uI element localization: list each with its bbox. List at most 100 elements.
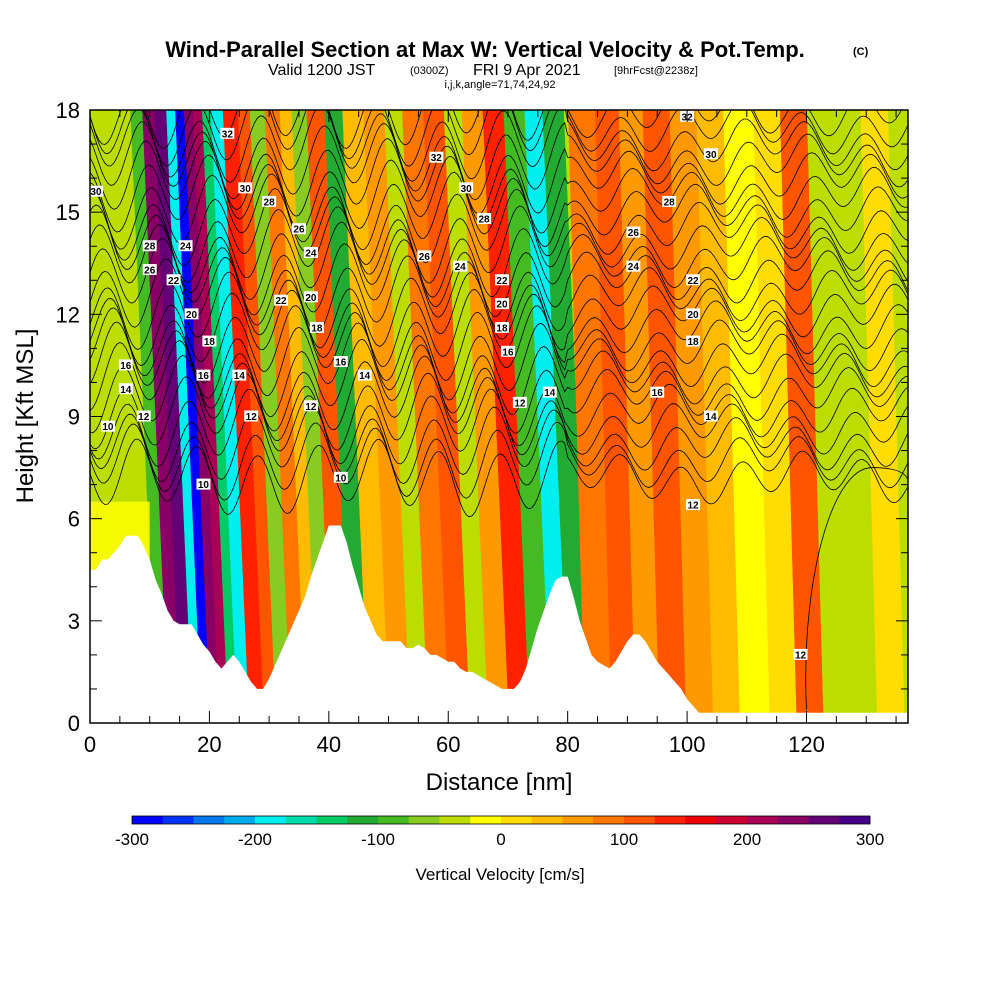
theta-contour-line [90,289,908,368]
velocity-band [642,110,687,723]
colorbar-swatch [347,816,379,824]
theta-contour-line [90,204,908,284]
velocity-band [696,110,741,723]
contour-label-box [118,383,133,395]
velocity-band [324,110,370,723]
contour-label-box [303,247,318,259]
contour-label-box [184,308,199,320]
y-tick-label: 18 [56,98,80,123]
contour-label-box [136,410,151,422]
theta-contour-label: 18 [202,335,217,348]
colorbar-swatch [747,816,779,824]
velocity-band [753,110,798,723]
colorbar-swatch [132,816,164,824]
velocity-band [503,110,552,723]
y-tick-label: 9 [68,405,80,430]
velocity-band [342,110,390,723]
contour-label-text: 22 [276,296,288,307]
theta-contour-label: 22 [166,274,181,287]
x-tick-label: 80 [555,732,579,757]
theta-contour-line [90,187,908,267]
theta-contour-line [90,388,908,468]
colorbar-tick-label: -300 [115,830,149,849]
y-axis-label: Height [Kft MSL] [12,329,39,504]
x-tick-label: 0 [84,732,96,757]
colorbar-swatch [808,816,840,824]
x-axis-label: Distance [nm] [426,769,573,796]
velocity-band [166,110,202,723]
contour-label-text: 22 [168,276,180,287]
contour-label-text: 26 [419,252,431,263]
theta-contour-label: 12 [686,499,701,512]
theta-contour-label: 12 [793,648,808,661]
colorbar-swatch [654,816,686,824]
theta-contour-label: 32 [429,151,444,164]
contour-label-text: 20 [496,300,508,311]
theta-contour-label: 12 [244,410,259,423]
colorbar-swatch [624,816,656,824]
contour-label-box [494,298,509,310]
contour-label-box [142,264,157,276]
colorbar-swatch [839,816,871,824]
plot-area: 30 28 26 24 22 20 18 16 16 14 12 10 32 30 28 26 24 22 20 18… [88,109,909,724]
contour-label-text: 18 [311,323,323,334]
theta-contours [90,110,908,710]
chart-title-unit: (C) [853,46,869,58]
theta-contour-line [90,110,908,167]
contour-label-text: 32 [222,129,234,140]
colorbar: -300 -200 -100 0 100 200 300 [115,815,884,849]
contour-label-box [477,212,492,224]
theta-contour-label: 26 [291,223,306,236]
theta-contour-line [90,171,908,251]
colorbar-tick-label: 200 [733,830,761,849]
contour-label-text: 14 [234,371,246,382]
forecast-label: [9hrFcst@2238z] [614,65,698,77]
contour-label-box [88,185,103,197]
contour-label-text: 32 [431,153,443,164]
contour-label-box [238,182,253,194]
colorbar-swatch [255,816,287,824]
contour-label-box [542,386,557,398]
contour-label-text: 24 [180,242,192,253]
theta-contour-label: 14 [542,386,557,399]
contour-label-box [686,274,701,286]
theta-contour-line [90,154,908,234]
theta-contour-line [90,138,908,217]
theta-contour-label: 22 [494,274,509,287]
contour-label-text: 30 [705,150,717,161]
theta-contour-label: 12 [512,396,527,409]
theta-contour-label: 20 [303,291,318,304]
y-axis: 0 3 6 9 12 15 18 [56,98,908,736]
contour-label-text: 22 [496,276,508,287]
contour-label-text: 22 [687,276,699,287]
theta-contour-label: 12 [136,410,151,423]
contour-label-text: 12 [687,501,699,512]
theta-contour-label: 16 [333,356,348,369]
contour-label-box [686,335,701,347]
theta-contour-label: 10 [333,471,348,484]
contour-label-box [512,396,527,408]
contour-label-box [309,321,324,333]
contour-label-box [703,148,718,160]
contour-label-text: 24 [628,262,640,273]
contour-label-box [494,321,509,333]
contour-label-box [793,648,808,660]
contour-label-box [417,250,432,262]
theta-contour-label: 30 [459,182,474,195]
y-tick-label: 12 [56,302,80,327]
contour-label-box [196,478,211,490]
theta-contour-line [90,421,908,501]
colorbar-swatch [378,816,410,824]
theta-contour-label: 14 [118,383,133,396]
contour-label-box [274,294,289,306]
theta-contour-labels: 30 28 26 24 22 20 18 16 16 14 12 10 32 30 28 26 24 22 20 18… [88,110,808,661]
theta-contour-label: 32 [220,127,235,140]
x-tick-label: 40 [317,732,341,757]
colorbar-swatch [224,816,256,824]
contour-label-text: 16 [652,388,664,399]
theta-contour-line [90,238,908,318]
x-tick-label: 20 [197,732,221,757]
contour-label-text: 20 [305,293,317,304]
colorbar-swatch [285,816,317,824]
theta-contour-line [90,221,908,300]
